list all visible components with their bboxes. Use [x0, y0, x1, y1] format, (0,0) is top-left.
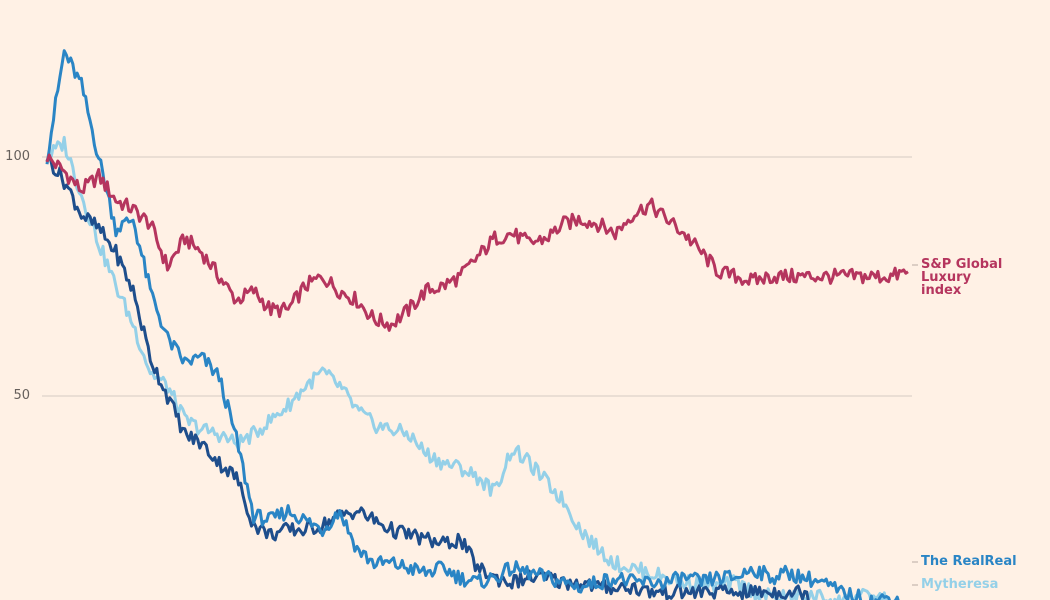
series-label-s-p-global-luxury-index: S&P Global Luxury index — [921, 257, 1003, 298]
series-line-s-p-global-luxury-index — [45, 153, 909, 332]
series-label-mytheresa: Mytheresa — [921, 577, 999, 592]
series-line-the-realreal — [45, 49, 900, 600]
series-line-mytheresa — [45, 135, 900, 600]
series-line-farfetch — [45, 153, 810, 600]
series-lines — [45, 49, 909, 600]
y-tick-label: 50 — [13, 388, 30, 403]
y-tick-label: 100 — [5, 149, 30, 164]
label-leaders — [912, 264, 918, 586]
series-label-the-realreal: The RealReal — [921, 554, 1017, 569]
gridlines — [42, 156, 912, 397]
